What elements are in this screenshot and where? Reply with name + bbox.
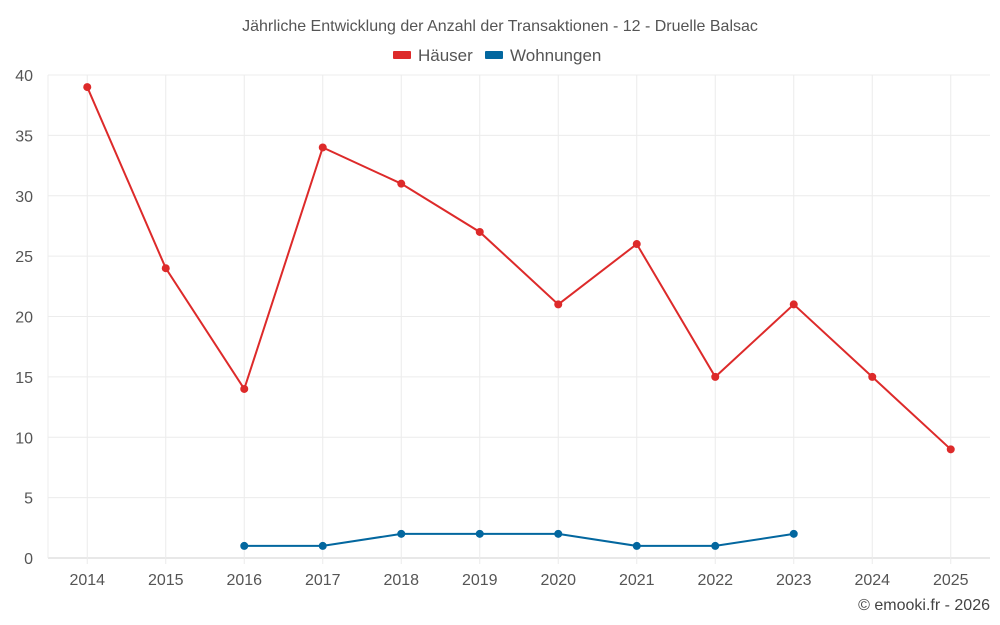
data-point <box>318 541 327 550</box>
legend-label: Wohnungen <box>510 46 601 65</box>
data-point <box>711 372 720 381</box>
x-tick-label: 2021 <box>619 572 655 589</box>
data-point <box>868 372 877 381</box>
series-line-häuser <box>86 86 952 451</box>
series-line-wohnungen <box>244 532 794 547</box>
y-tick-label: 30 <box>15 189 33 206</box>
data-point <box>632 240 641 249</box>
legend-swatch <box>393 51 411 59</box>
legend: Häuser Wohnungen <box>393 46 601 65</box>
data-point <box>475 529 484 538</box>
data-point <box>632 541 641 550</box>
x-tick-label: 2014 <box>69 572 105 589</box>
series-group <box>83 83 955 550</box>
data-point <box>946 445 955 454</box>
data-point <box>83 83 92 92</box>
data-point <box>711 541 720 550</box>
y-tick-label: 40 <box>15 68 33 85</box>
y-tick-label: 10 <box>15 430 33 447</box>
credit-text: © emooki.fr - 2026 <box>858 597 990 614</box>
data-point <box>475 227 484 236</box>
data-point <box>789 529 798 538</box>
y-tick-label: 25 <box>15 249 33 266</box>
y-tick-label: 5 <box>24 491 33 508</box>
data-point <box>318 143 327 152</box>
x-tick-label: 2016 <box>226 572 262 589</box>
y-tick-label: 35 <box>15 128 33 145</box>
x-tick-label: 2018 <box>383 572 419 589</box>
legend-label: Häuser <box>418 46 473 65</box>
data-point <box>240 541 249 550</box>
chart-title: Jährliche Entwicklung der Anzahl der Tra… <box>242 18 758 35</box>
data-point <box>397 179 406 188</box>
data-point <box>161 264 170 273</box>
y-tick-label: 15 <box>15 370 33 387</box>
x-tick-label: 2023 <box>776 572 812 589</box>
y-tick-label: 0 <box>24 551 33 568</box>
x-tick-label: 2020 <box>540 572 576 589</box>
x-tick-label: 2015 <box>148 572 184 589</box>
data-point <box>554 300 563 309</box>
data-point <box>397 529 406 538</box>
data-point <box>240 384 249 393</box>
y-tick-label: 20 <box>15 310 33 327</box>
data-point <box>789 300 798 309</box>
legend-swatch <box>485 51 503 59</box>
x-tick-label: 2019 <box>462 572 498 589</box>
x-tick-label: 2024 <box>854 572 890 589</box>
x-tick-label: 2025 <box>933 572 969 589</box>
data-point <box>554 529 563 538</box>
x-tick-label: 2017 <box>305 572 341 589</box>
x-tick-label: 2022 <box>697 572 733 589</box>
